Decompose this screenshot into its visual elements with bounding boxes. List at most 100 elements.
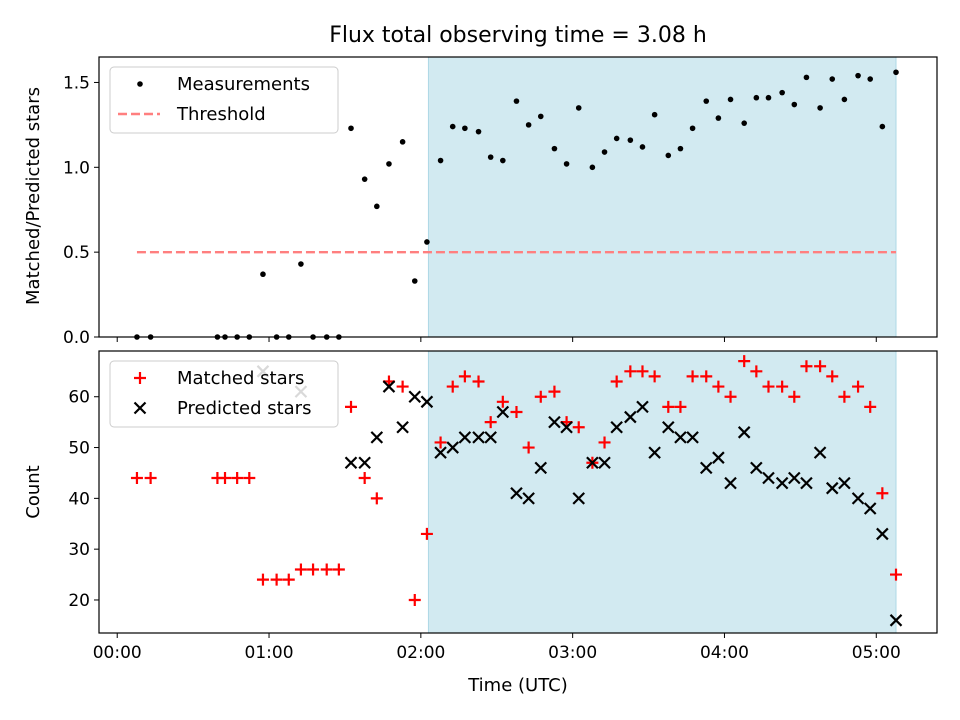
predicted-star-point [572,492,586,505]
measurement-point [855,72,861,79]
predicted-star-point [636,400,649,414]
matched-star-point [814,360,827,373]
predicted-star-point [750,461,763,475]
matched-star-point [662,400,675,413]
measurement-point [779,89,785,96]
matched-star-point [396,380,409,393]
top-panel-y-axis-label: Matched/Predicted stars [23,87,44,305]
bottom-panel-y-axis-label: Count [23,465,44,518]
measurement-point [715,115,722,121]
measurement-point [589,164,596,171]
matched-star-point [345,400,358,413]
matched-star-point [610,375,623,388]
measurement-point [551,145,558,152]
legend-box [109,360,339,428]
matched-star-point [256,573,269,586]
measurement-point [487,154,494,160]
predicted-star-point [648,446,661,459]
predicted-star-point [813,446,827,459]
matched-star-point [738,355,751,368]
measurement-point [727,96,734,103]
predicted-star-point [496,405,510,419]
legend-box [109,66,339,134]
matched-star-point [307,563,320,576]
measurement-point [462,125,468,132]
matched-star-point [838,390,851,403]
matched-star-point [548,385,561,398]
measurement-point [817,105,823,111]
measurement-point [424,239,430,245]
predicted-star-point [446,441,459,454]
legend: Measurements Threshold [109,66,339,134]
series-measurements [134,69,899,340]
matched-star-point [700,370,713,383]
predicted-star-point [662,420,675,434]
predicted-star-point [889,614,903,627]
axes-frame [98,350,938,634]
legend-marker [134,372,146,384]
x-tick-label: 05:00 [852,643,901,663]
measurement-point [741,120,747,126]
predicted-star-point [762,471,775,485]
x-tick-label: 00:00 [93,643,142,663]
matched-star-point [408,593,421,606]
predicted-star-point [472,431,485,444]
measurement-point [513,98,520,104]
matched-star-point [446,380,459,393]
measurement-point [525,122,532,128]
y-tick-label: 20 [68,591,90,611]
matched-star-point [219,472,232,485]
matched-star-point [420,527,433,540]
predicted-star-point [370,431,384,444]
predicted-star-point [458,431,472,444]
matched-star-point [510,405,523,418]
predicted-star-point [737,426,751,439]
measurement-point [386,161,392,167]
matched-star-point [434,436,447,449]
matched-star-point [636,365,649,378]
legend-label: Measurements [177,74,310,95]
measurement-point [613,135,620,142]
predicted-star-point [800,476,813,490]
predicted-star-point [876,527,889,541]
measurement-point [575,105,582,111]
measurement-point [500,157,506,164]
measurement-point [879,123,886,130]
legend-label: Predicted stars [177,398,311,419]
measurement-point [791,101,798,108]
measurement-point [665,152,672,159]
matched-star-point [472,375,485,388]
predicted-star-point [624,410,637,424]
y-tick-label: 40 [68,489,90,509]
predicted-star-point [610,420,623,434]
measurement-point [651,111,658,118]
matched-star-point [686,370,699,383]
matched-star-point [332,563,345,576]
matched-star-point [712,380,725,393]
predicted-star-point [686,431,699,444]
x-axis-label: Time (UTC) [467,675,568,696]
measurement-point [841,96,848,103]
predicted-star-point [863,502,877,515]
chart-title: Flux total observing time = 3.08 h [329,23,707,48]
matched-star-point [458,370,471,383]
measurement-point [703,98,710,104]
measurement-point [689,125,696,132]
predicted-star-point [510,486,523,500]
matched-star-point [762,380,775,393]
predicted-star-point [838,476,851,490]
legend-marker [133,401,147,415]
measurement-point [361,176,368,182]
top-panel: 0.0 0.5 1.0 1.5 Measurements Threshold [63,56,938,348]
measurement-point [437,157,444,164]
legend: Matched stars Predicted stars [109,360,339,428]
matched-star-point [724,390,737,403]
measurement-point [348,125,354,132]
measurement-point [765,94,772,101]
axes-frame [98,56,938,338]
matched-star-point [370,492,383,505]
predicted-star-point [674,431,687,444]
predicted-star-point [344,456,358,470]
matched-star-point [648,370,661,383]
matched-star-point [294,563,307,576]
